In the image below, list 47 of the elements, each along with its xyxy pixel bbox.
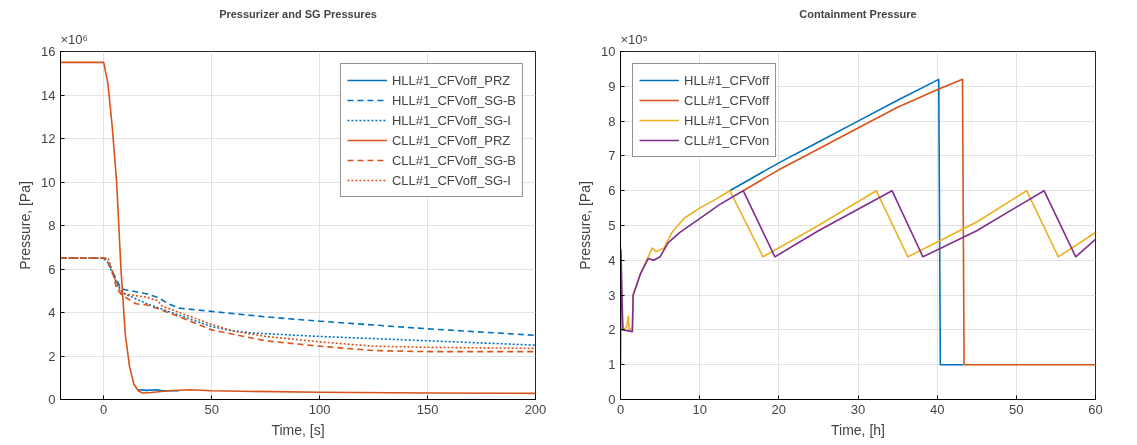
y-tick-label: 6 [48, 261, 56, 277]
text: ×10⁶ [60, 31, 88, 47]
y-tick-label: 4 [608, 252, 616, 268]
legend-label: CLL#1_CFVoff_SG-B [391, 152, 516, 168]
x-tick-label: 50 [204, 401, 219, 417]
x-tick-label: 30 [850, 401, 866, 417]
legend-label: HLL#1_CFVon [684, 112, 770, 128]
y-axis-title: Pressure, [Pa] [577, 181, 594, 270]
y-tick-label: 7 [608, 148, 616, 164]
y-tick-label: 2 [608, 322, 616, 338]
y-tick-label: 10 [41, 174, 56, 190]
legend-label: HLL#1_CFVoff_SG-I [391, 112, 511, 128]
y-tick-label: 1 [608, 357, 616, 373]
x-tick-label: 20 [771, 401, 787, 417]
x-axis-title: Time, [h] [831, 421, 885, 438]
x-tick-label: 60 [1088, 401, 1103, 417]
x-tick-label: 200 [524, 401, 547, 417]
y-tick-label: 8 [48, 218, 56, 233]
x-tick-label: 10 [692, 401, 707, 417]
x-tick-label: 100 [308, 401, 331, 417]
legend-label: CLL#1_CFVoff_PRZ [391, 132, 511, 148]
x-tick-label: 0 [100, 401, 108, 417]
legend-label: HLL#1_CFVoff_SG-B [391, 92, 516, 108]
y-tick-label: 10 [601, 44, 616, 59]
y-tick-label: 12 [41, 131, 56, 146]
y-tick-label: 14 [41, 87, 56, 103]
x-axis-title: Time, [s] [271, 421, 325, 438]
y-tick-label: 6 [608, 183, 616, 199]
y-tick-label: 16 [41, 44, 56, 59]
legend-label: CLL#1_CFVon [684, 132, 770, 148]
y-tick-label: 2 [48, 348, 56, 364]
y-tick-label: 4 [48, 305, 56, 320]
chart-title: Containment Pressure [799, 7, 917, 20]
y-tick-label: 5 [608, 218, 616, 233]
text: ×10⁵ [620, 31, 648, 47]
y-tick-label: 8 [608, 113, 616, 129]
legend-label: CLL#1_CFVoff_SG-I [391, 172, 511, 188]
y-tick-label: 9 [608, 78, 616, 94]
x-tick-label: 150 [416, 401, 439, 417]
legend-label: HLL#1_CFVoff [684, 72, 770, 88]
y-axis-title: Pressure, [Pa] [17, 181, 34, 270]
y-tick-label: 3 [608, 287, 616, 303]
legend-label: CLL#1_CFVoff [684, 92, 770, 108]
x-tick-label: 40 [929, 401, 945, 417]
chart-title: Pressurizer and SG Pressures [219, 7, 377, 20]
x-tick-label: 50 [1009, 401, 1024, 417]
legend-label: HLL#1_CFVoff_PRZ [391, 72, 511, 88]
